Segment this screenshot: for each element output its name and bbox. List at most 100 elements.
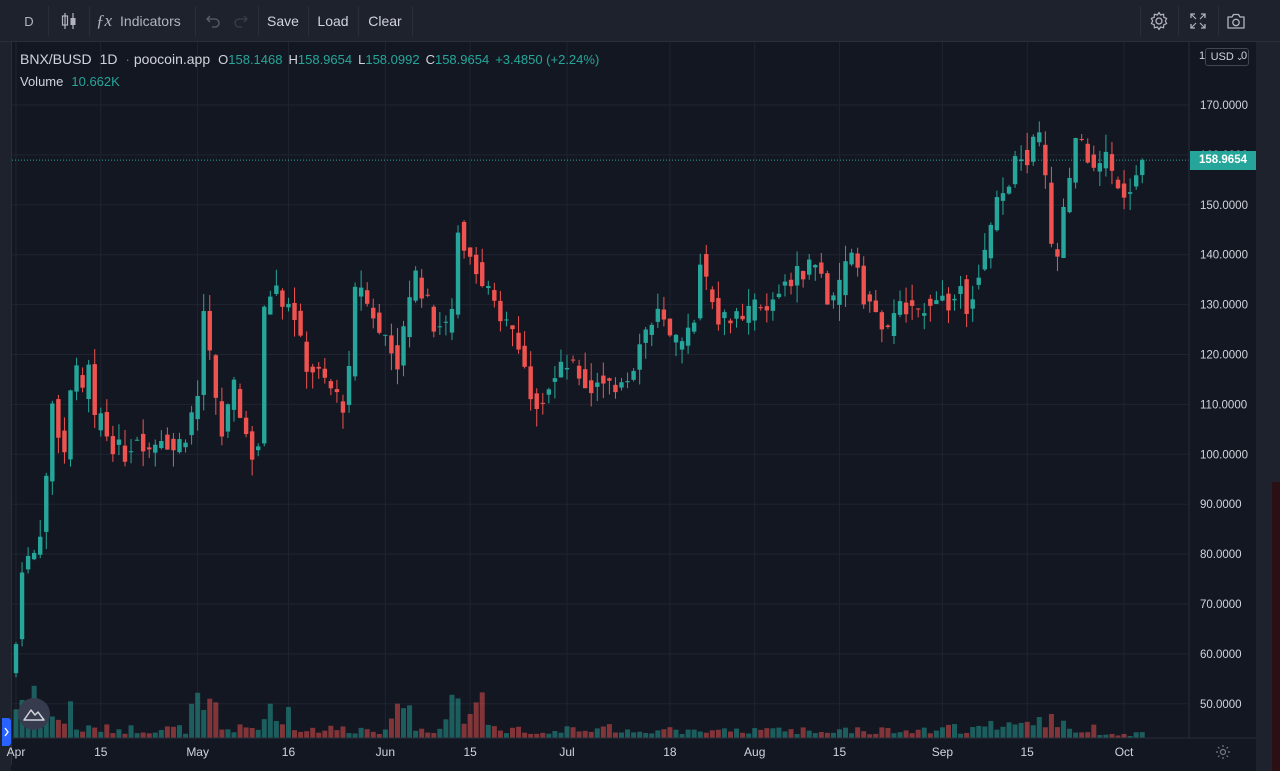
load-button[interactable]: Load	[317, 13, 349, 29]
candle-body	[467, 247, 473, 257]
candle-body	[346, 365, 352, 406]
candle-body	[68, 390, 73, 460]
symbol-name[interactable]: BNX/BUSD	[20, 51, 92, 67]
candle-body	[122, 445, 128, 462]
volume-bar	[328, 725, 334, 738]
candlestick-icon	[61, 13, 76, 29]
side-panel-toggle[interactable]	[2, 718, 11, 746]
candle-body	[304, 341, 309, 372]
volume-bar	[885, 728, 891, 738]
candle-body	[298, 310, 303, 336]
candle-body	[734, 311, 739, 319]
volume-bars	[13, 685, 1145, 738]
left-strip	[0, 42, 11, 771]
candle-body	[946, 293, 951, 311]
candle-body	[909, 300, 915, 306]
volume-bar	[207, 698, 213, 738]
candle-body	[722, 312, 727, 319]
chevron-down-icon: ⌄	[1235, 51, 1244, 62]
chart-pane[interactable]	[11, 42, 1257, 765]
volume-bar	[473, 702, 479, 738]
volume-bar	[612, 732, 618, 738]
candle-body	[782, 281, 788, 286]
candle-body	[625, 381, 630, 383]
toolbar-divider	[195, 6, 196, 36]
volume-bar	[431, 732, 437, 738]
volume-bar	[1139, 732, 1145, 738]
fullscreen-button[interactable]	[1182, 0, 1214, 42]
candle-body	[510, 325, 515, 330]
volume-bar	[461, 723, 467, 738]
volume-bar	[855, 727, 861, 738]
candle-body	[558, 361, 564, 378]
indicators-button[interactable]: ƒx Indicators	[96, 0, 190, 42]
volume-bar	[522, 732, 528, 738]
volume-bar	[382, 729, 388, 738]
candle-body	[601, 375, 606, 384]
volume-bar	[1061, 720, 1067, 738]
candle-body	[322, 368, 328, 378]
x-tick-label: Aug	[744, 745, 765, 759]
volume-bar	[92, 727, 98, 738]
redo-button[interactable]	[228, 0, 254, 42]
candle-body	[364, 290, 370, 304]
candle-body	[1067, 177, 1072, 213]
undo-button[interactable]	[200, 0, 226, 42]
clear-button[interactable]: Clear	[368, 13, 402, 29]
candle-body	[280, 290, 285, 307]
candle-body	[1091, 154, 1096, 168]
tradingview-logo[interactable]	[18, 698, 50, 730]
candle-body	[62, 430, 67, 453]
candle-body	[449, 308, 455, 333]
candle-body	[249, 431, 255, 460]
volume-bar	[945, 724, 951, 738]
candle-body	[1024, 149, 1030, 166]
y-tick-label: 150.0000	[1200, 200, 1248, 212]
candle-body	[358, 287, 364, 297]
volume-bar	[897, 732, 903, 738]
volume-bar	[606, 724, 612, 738]
candle-body	[637, 344, 642, 370]
volume-bar	[243, 727, 249, 738]
y-tick-label: 140.0000	[1200, 250, 1248, 262]
volume-bar	[146, 733, 152, 738]
volume-bar	[443, 719, 449, 738]
interval-button[interactable]: D	[24, 13, 34, 29]
candle-body	[473, 254, 479, 275]
screenshot-button[interactable]	[1221, 0, 1251, 42]
toolbar-divider	[48, 6, 49, 36]
indicators-label: Indicators	[120, 13, 181, 29]
volume-bar	[770, 728, 776, 738]
candle-body	[1103, 151, 1109, 169]
currency-button[interactable]: USD ⌄	[1205, 48, 1249, 66]
candle-body	[758, 307, 763, 309]
candle-body	[38, 536, 43, 555]
volume-bar	[734, 728, 740, 738]
volume-bar	[316, 732, 322, 738]
candle-body	[219, 401, 225, 437]
settings-button[interactable]	[1144, 0, 1174, 42]
toolbar-divider	[1178, 6, 1179, 36]
save-button[interactable]: Save	[267, 13, 299, 29]
volume-bar	[370, 731, 376, 738]
candle-body	[1073, 138, 1078, 183]
candle-body	[673, 334, 679, 343]
candle-body	[328, 381, 334, 389]
candle-body	[964, 279, 969, 314]
candle-body	[1012, 156, 1018, 185]
volume-bar	[861, 731, 867, 738]
volume-bar	[600, 726, 606, 738]
volume-bar	[467, 713, 473, 738]
candle-body	[837, 279, 842, 305]
candle-body	[800, 271, 806, 280]
scale-top-marker: 1	[1199, 50, 1206, 62]
candle-body	[667, 318, 673, 336]
volume-bar	[285, 706, 291, 738]
candle-body	[1031, 136, 1036, 162]
time-scale-settings-button[interactable]	[1213, 742, 1233, 767]
candle-body	[873, 300, 879, 313]
chart-type-button[interactable]	[52, 0, 86, 42]
volume-bar	[903, 730, 909, 738]
toolbar-divider	[412, 6, 413, 36]
